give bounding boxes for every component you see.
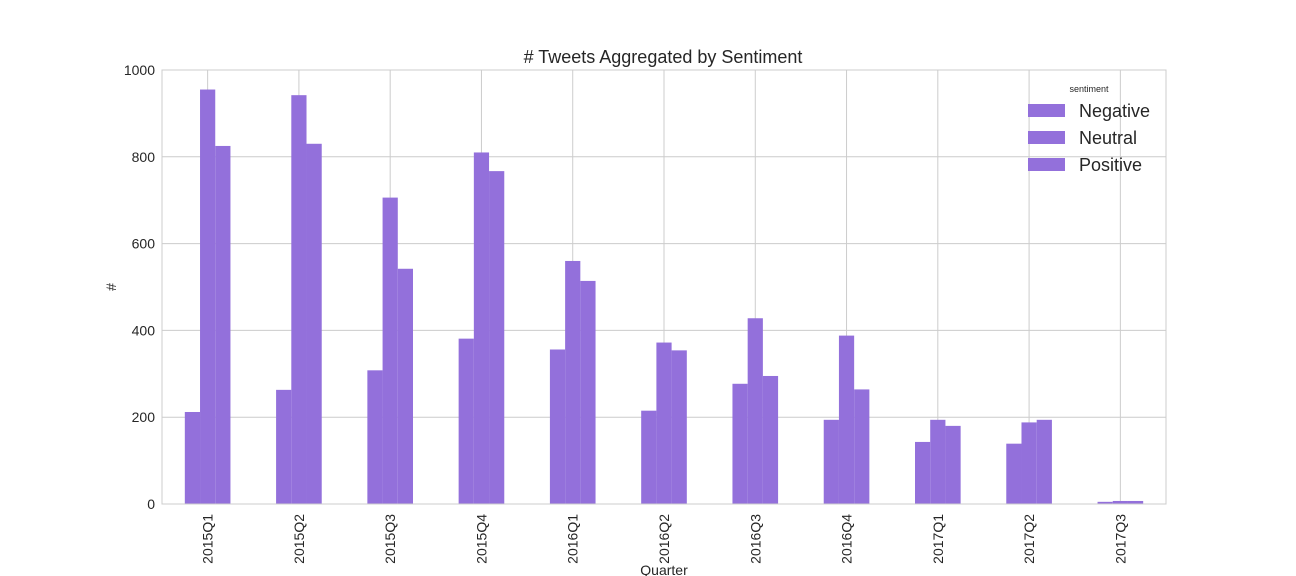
bar-negative-2016q4 [823,419,839,504]
bars [184,89,1144,504]
x-axis-label: Quarter [640,562,688,576]
legend-swatch-neutral [1028,131,1065,144]
y-tick-label: 1000 [124,62,155,78]
y-axis-ticks: 0 200 400 600 800 1000 [124,62,155,512]
x-tick-label: 2015Q3 [382,514,398,564]
legend-label-positive: Positive [1079,155,1142,175]
bar-neutral-2016q4 [838,335,855,504]
bar-positive-2015q1 [215,145,231,504]
legend-label-negative: Negative [1079,101,1150,121]
y-tick-label: 200 [132,409,156,425]
bar-negative-2015q2 [276,389,292,504]
bar-neutral-2015q2 [291,95,307,504]
legend-swatch-positive [1028,158,1065,171]
bar-neutral-2015q3 [382,197,398,504]
y-tick-label: 400 [132,322,156,338]
x-tick-label: 2015Q1 [200,514,216,564]
bar-negative-2015q1 [184,411,201,504]
y-tick-label: 0 [147,496,155,512]
bar-neutral-2016q3 [747,318,763,504]
x-tick-label: 2017Q1 [930,514,946,564]
bar-neutral-2017q1 [930,419,946,504]
plot-frame [161,69,1167,505]
x-tick-label: 2016Q3 [747,514,763,564]
legend-title: sentiment [1069,84,1109,94]
x-axis-ticks: 2015Q1 2015Q2 2015Q3 2015Q4 2016Q1 2016Q2 2016… [200,514,1129,564]
bar-negative-2016q3 [732,383,748,504]
bar-neutral-2015q1 [200,89,216,504]
bar-negative-2017q2 [1006,443,1022,504]
x-tick-label: 2016Q1 [565,514,581,564]
bar-negative-2017q3 [1097,501,1113,504]
bar-positive-2017q1 [945,425,961,504]
bar-neutral-2016q1 [565,260,581,504]
x-tick-label: 2015Q4 [473,514,489,564]
legend: sentiment Negative Neutral Positive [1028,84,1150,175]
bar-negative-2015q4 [458,338,474,504]
x-tick-label: 2015Q2 [291,514,307,564]
bar-positive-2017q3 [1127,500,1144,504]
bar-neutral-2015q4 [473,152,490,504]
legend-label-neutral: Neutral [1079,128,1137,148]
bar-positive-2016q3 [762,375,779,504]
y-axis-label: # [103,283,119,291]
bar-positive-2015q2 [306,143,322,504]
x-tick-label: 2016Q4 [839,514,855,564]
chart-title: # Tweets Aggregated by Sentiment [524,47,803,67]
bar-positive-2015q4 [489,171,505,504]
x-tick-label: 2017Q3 [1112,514,1128,564]
y-tick-label: 600 [132,236,156,252]
bar-positive-2016q2 [671,350,687,504]
x-tick-label: 2016Q2 [656,514,672,564]
bar-neutral-2017q3 [1112,500,1128,504]
bar-negative-2016q1 [549,349,566,504]
bar-positive-2017q2 [1036,419,1052,504]
bar-positive-2015q3 [397,268,413,504]
bar-neutral-2017q2 [1021,422,1037,504]
bar-negative-2016q2 [641,410,657,504]
bar-positive-2016q4 [854,389,870,504]
legend-swatch-negative [1028,104,1065,117]
bar-negative-2015q3 [367,370,383,504]
x-tick-label: 2017Q2 [1021,514,1037,564]
bar-negative-2017q1 [915,441,931,504]
y-tick-label: 800 [132,149,156,165]
bar-positive-2016q1 [580,280,596,504]
bar-neutral-2016q2 [656,342,672,504]
